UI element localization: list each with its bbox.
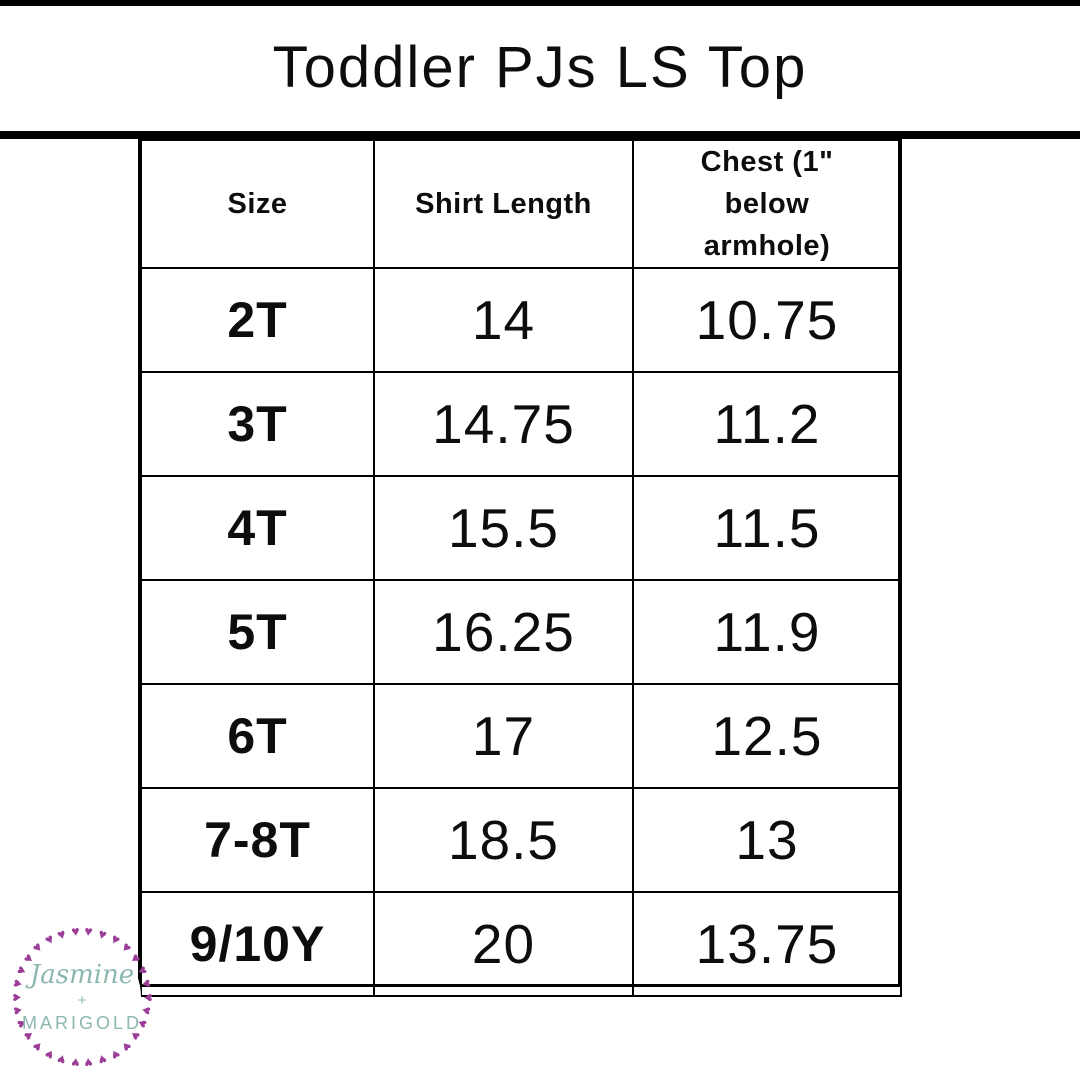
logo-background-circle [23, 938, 141, 1056]
measurement-cell: 11.9 [632, 579, 902, 686]
size-chart-table: Size Shirt Length Chest (1" below armhole)… [140, 138, 902, 998]
table-row: 2T 14 10.75 [140, 267, 902, 374]
logo-line-jasmine: Jasmine [29, 960, 135, 990]
measurement-cell: 16.25 [373, 579, 634, 686]
top-border-bar [0, 0, 1080, 6]
measurement-cell: 12.5 [632, 683, 902, 790]
measurement-cell: 18.5 [373, 787, 634, 894]
table-header-row: Size Shirt Length Chest (1" below armhole) [140, 138, 902, 270]
measurement-cell: 17 [373, 683, 634, 790]
size-cell: 6T [140, 683, 375, 790]
column-header: Chest (1" below armhole) [632, 138, 902, 270]
size-cell: 4T [140, 475, 375, 582]
brand-logo: ♥ ♥ ♥ ♥ ♥ ♥ ♥ ♥ ♥ ♥ ♥ ♥ ♥ ♥ ♥ ♥ ♥ ♥ ♥ ♥ ♥ ♥ ♥ ♥ ♥ ♥ ♥ ♥ ♥ ♥ Jasmine +… [8, 922, 157, 1071]
size-cell: 3T [140, 371, 375, 478]
table-row: 4T 15.5 11.5 [140, 475, 902, 582]
measurement-cell: 11.2 [632, 371, 902, 478]
size-cell: 9/10Y [140, 891, 375, 998]
table-row: 6T 17 12.5 [140, 683, 902, 790]
page-title: Toddler PJs LS Top [272, 35, 808, 100]
logo-line-marigold: MARIGOLD [21, 1013, 142, 1033]
size-cell: 5T [140, 579, 375, 686]
measurement-cell: 11.5 [632, 475, 902, 582]
measurement-cell: 14 [373, 267, 634, 374]
table-body: 2T 14 10.75 3T 14.75 11.2 4T 15.5 11.5 5T 16.25 11.… [140, 267, 902, 998]
measurement-cell: 13.75 [632, 891, 902, 998]
size-cell: 7-8T [140, 787, 375, 894]
measurement-cell: 13 [632, 787, 902, 894]
measurement-cell: 20 [373, 891, 634, 998]
table-row: 9/10Y 20 13.75 [140, 891, 902, 998]
logo-text: Jasmine + MARIGOLD [9, 924, 155, 1070]
size-cell: 2T [140, 267, 375, 374]
column-header: Shirt Length [373, 138, 634, 270]
table-row: 5T 16.25 11.9 [140, 579, 902, 686]
table-row: 7-8T 18.5 13 [140, 787, 902, 894]
column-header: Size [140, 138, 375, 270]
measurement-cell: 14.75 [373, 371, 634, 478]
title-divider-bar [0, 131, 1080, 139]
measurement-cell: 10.75 [632, 267, 902, 374]
measurement-cell: 15.5 [373, 475, 634, 582]
table-row: 3T 14.75 11.2 [140, 371, 902, 478]
logo-plus-sign: + [77, 992, 87, 1009]
